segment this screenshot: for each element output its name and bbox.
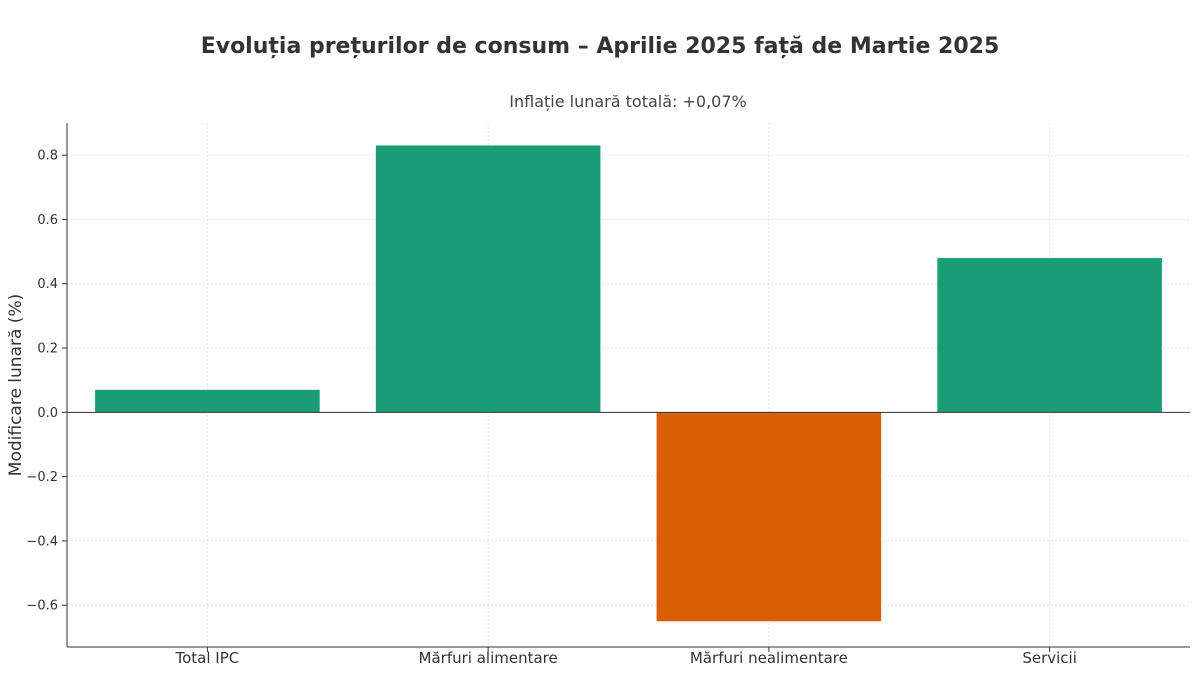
y-tick-label: −0.4	[26, 534, 58, 549]
y-tick-label: 0.0	[37, 406, 58, 421]
x-tick-label: Total IPC	[175, 649, 240, 667]
y-tick-label: 0.4	[37, 277, 58, 292]
bar-3	[937, 258, 1162, 413]
bar-1	[375, 145, 601, 413]
chart-title: Evoluția prețurilor de consum – Aprilie …	[200, 34, 1000, 59]
y-tick-label: −0.2	[26, 470, 58, 485]
axes	[62, 123, 1190, 652]
y-tick-label: 0.8	[37, 149, 58, 164]
y-tick-label: −0.6	[26, 599, 58, 614]
x-tick-label: Mărfuri alimentare	[419, 649, 558, 667]
bars	[95, 145, 1162, 622]
bar-2	[656, 412, 882, 622]
chart-subtitle: Inflație lunară totală: +0,07%	[509, 92, 747, 111]
y-tick-label: 0.2	[37, 342, 58, 357]
bar-0	[95, 389, 320, 413]
x-tick-label: Servicii	[1022, 649, 1077, 667]
x-tick-label: Mărfuri nealimentare	[690, 649, 848, 667]
y-tick-label: 0.6	[37, 213, 58, 228]
tick-labels: −0.6 −0.4 −0.2 0.0 0.2 0.4 0.6 0.8 Total IPC Mărf…	[26, 149, 1076, 667]
